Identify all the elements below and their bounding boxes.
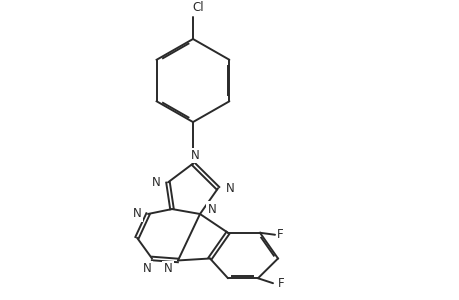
Text: F: F	[277, 277, 284, 290]
Text: N: N	[163, 262, 172, 275]
Text: F: F	[276, 228, 283, 241]
Text: N: N	[207, 202, 216, 215]
Text: N: N	[190, 149, 199, 162]
Text: Cl: Cl	[192, 1, 203, 14]
Text: N: N	[142, 262, 151, 275]
Text: N: N	[151, 176, 160, 189]
Text: N: N	[132, 208, 141, 220]
Text: N: N	[225, 182, 234, 195]
